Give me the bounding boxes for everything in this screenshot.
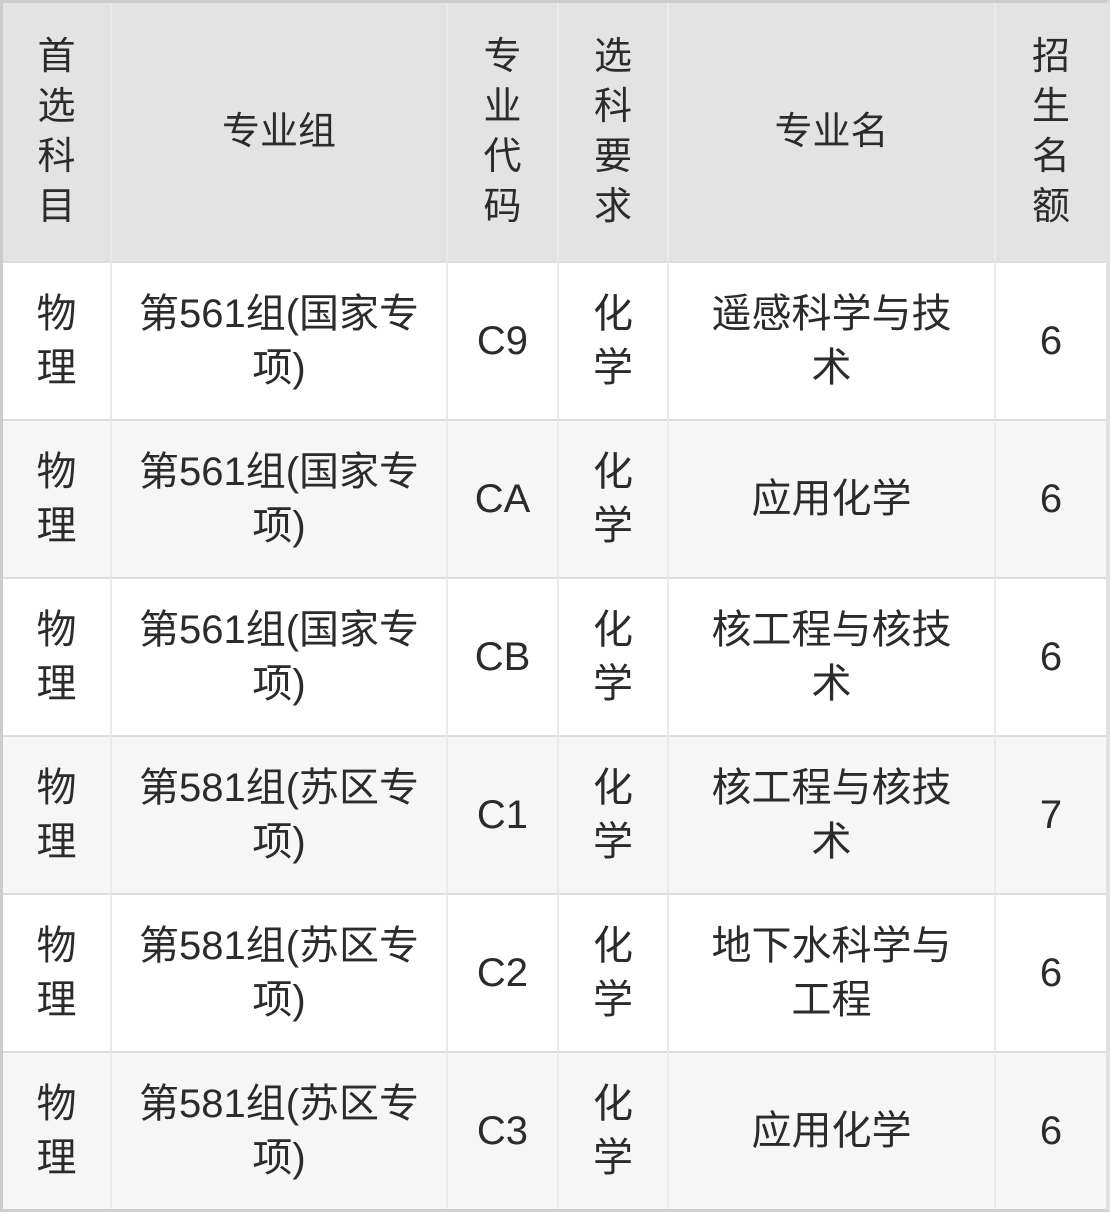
- cell-preferred-subject: 物 理: [3, 1051, 110, 1209]
- table-row: 物 理 第561组(国家专 项) CB 化 学 核工程与核技 术 6: [3, 577, 1106, 735]
- header-row: 首 选 科 目 专业组 专 业 代 码 选 科 要 求 专业名 招 生 名 额: [3, 3, 1106, 261]
- cell-major-group: 第561组(国家专 项): [110, 261, 446, 419]
- cell-major-group: 第561组(国家专 项): [110, 577, 446, 735]
- cell-major-code: C2: [446, 893, 557, 1051]
- header-major-group: 专业组: [110, 3, 446, 261]
- cell-major-group: 第581组(苏区专 项): [110, 893, 446, 1051]
- cell-major-code: CA: [446, 419, 557, 577]
- cell-major-name: 地下水科学与 工程: [667, 893, 994, 1051]
- cell-enrollment-quota: 6: [994, 577, 1106, 735]
- cell-subject-requirement: 化 学: [557, 893, 667, 1051]
- cell-subject-requirement: 化 学: [557, 577, 667, 735]
- table-row: 物 理 第581组(苏区专 项) C3 化 学 应用化学 6: [3, 1051, 1106, 1209]
- header-subject-requirement: 选 科 要 求: [557, 3, 667, 261]
- cell-major-code: C9: [446, 261, 557, 419]
- cell-major-name: 应用化学: [667, 1051, 994, 1209]
- table-row: 物 理 第581组(苏区专 项) C2 化 学 地下水科学与 工程 6: [3, 893, 1106, 1051]
- cell-major-code: C1: [446, 735, 557, 893]
- cell-subject-requirement: 化 学: [557, 735, 667, 893]
- cell-subject-requirement: 化 学: [557, 419, 667, 577]
- cell-major-code: C3: [446, 1051, 557, 1209]
- cell-major-name: 遥感科学与技 术: [667, 261, 994, 419]
- cell-major-group: 第581组(苏区专 项): [110, 1051, 446, 1209]
- cell-major-name: 核工程与核技 术: [667, 735, 994, 893]
- cell-enrollment-quota: 6: [994, 419, 1106, 577]
- cell-enrollment-quota: 6: [994, 1051, 1106, 1209]
- header-enrollment-quota: 招 生 名 额: [994, 3, 1106, 261]
- cell-major-group: 第581组(苏区专 项): [110, 735, 446, 893]
- cell-preferred-subject: 物 理: [3, 893, 110, 1051]
- header-major-name: 专业名: [667, 3, 994, 261]
- cell-preferred-subject: 物 理: [3, 261, 110, 419]
- cell-enrollment-quota: 7: [994, 735, 1106, 893]
- cell-subject-requirement: 化 学: [557, 1051, 667, 1209]
- header-preferred-subject: 首 选 科 目: [3, 3, 110, 261]
- table-row: 物 理 第561组(国家专 项) CA 化 学 应用化学 6: [3, 419, 1106, 577]
- cell-preferred-subject: 物 理: [3, 735, 110, 893]
- cell-major-name: 核工程与核技 术: [667, 577, 994, 735]
- cell-preferred-subject: 物 理: [3, 577, 110, 735]
- table-row: 物 理 第561组(国家专 项) C9 化 学 遥感科学与技 术 6: [3, 261, 1106, 419]
- cell-subject-requirement: 化 学: [557, 261, 667, 419]
- table-row: 物 理 第581组(苏区专 项) C1 化 学 核工程与核技 术 7: [3, 735, 1106, 893]
- cell-major-name: 应用化学: [667, 419, 994, 577]
- cell-major-code: CB: [446, 577, 557, 735]
- cell-enrollment-quota: 6: [994, 261, 1106, 419]
- header-major-code: 专 业 代 码: [446, 3, 557, 261]
- cell-enrollment-quota: 6: [994, 893, 1106, 1051]
- cell-preferred-subject: 物 理: [3, 419, 110, 577]
- cell-major-group: 第561组(国家专 项): [110, 419, 446, 577]
